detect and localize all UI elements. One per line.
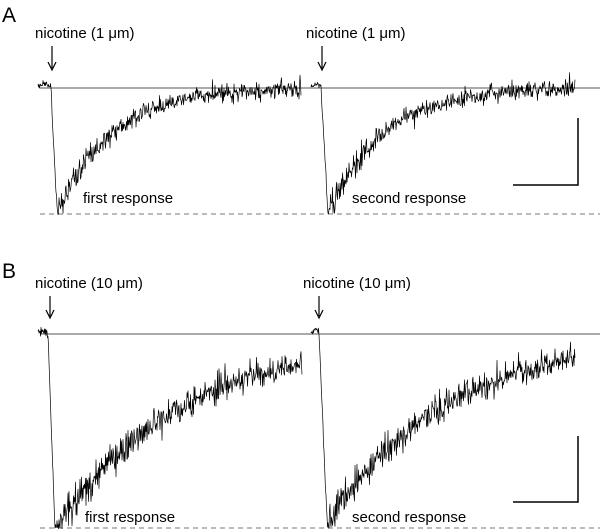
- stimulus-label-a-2: nicotine (1 μm): [306, 25, 406, 42]
- trace-a-2: [310, 72, 576, 215]
- response-label-b-1: first response: [85, 509, 175, 526]
- response-label-a-1: first response: [83, 190, 173, 207]
- stimulus-label-b-1: nicotine (10 μm): [35, 275, 143, 292]
- stimulus-arrow-b-2: [314, 296, 324, 320]
- scale-bar-b: [513, 436, 579, 503]
- panel-label-a: A: [2, 4, 16, 27]
- trace-a-1: [37, 74, 302, 215]
- stimulus-arrow-b-1: [45, 296, 55, 320]
- response-label-a-2: second response: [352, 190, 466, 207]
- stimulus-arrow-a-1: [47, 46, 57, 72]
- stimulus-label-a-1: nicotine (1 μm): [35, 25, 135, 42]
- scale-bar-a: [513, 118, 579, 186]
- response-label-b-2: second response: [352, 509, 466, 526]
- stimulus-arrow-a-2: [317, 46, 327, 72]
- stimulus-label-b-2: nicotine (10 μm): [303, 275, 411, 292]
- trace-b-2: [310, 327, 576, 529]
- panel-a: A nicotine (1 μm) nicotine (1 μm) first …: [2, 4, 600, 215]
- trace-b-1: [37, 326, 303, 530]
- panel-b: B nicotine (10 μm) nicotine (10 μm) firs…: [2, 260, 600, 530]
- panel-label-b: B: [2, 260, 16, 283]
